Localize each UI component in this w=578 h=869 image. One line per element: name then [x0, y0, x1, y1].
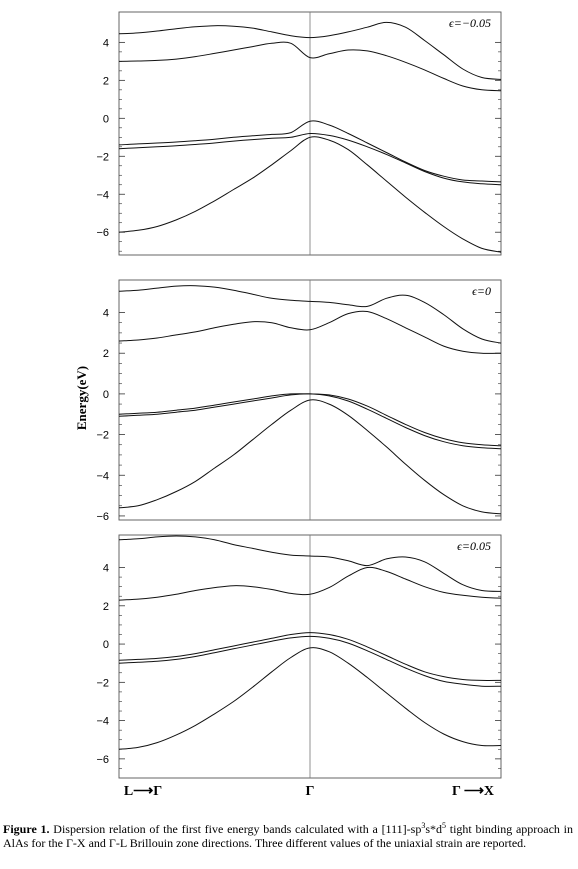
y-tick-label: 2: [103, 601, 109, 613]
y-axis-label: Energy(eV): [74, 366, 89, 430]
strain-label: ϵ=−0.05: [449, 16, 491, 30]
band-1: [118, 399, 502, 515]
band-4: [118, 566, 502, 601]
caption-text-3: tight binding approach in AlAs for the Γ…: [3, 822, 574, 850]
strain-label: ϵ=0.05: [457, 539, 491, 553]
band-2: [118, 635, 502, 687]
band-3: [118, 632, 502, 681]
panel-2: 4 2 0 −2 −4 −6 ϵ=0: [96, 279, 502, 523]
y-tick-label: 4: [103, 563, 109, 575]
band-structure-figure: 4 2 0 −2 −4 −6 ϵ=−0.05 4 2 0 −2 −4 −6 ϵ=0 4 2 0 −2 −4 −6 ϵ=0…: [74, 11, 502, 799]
y-tick-label: 4: [103, 37, 109, 49]
band-1: [118, 647, 502, 750]
caption-text-2: s*d: [425, 822, 443, 836]
y-tick-label: −4: [96, 470, 109, 482]
y-tick-label: 0: [103, 113, 109, 125]
band-1: [118, 136, 502, 253]
y-tick-label: 0: [103, 389, 109, 401]
caption-label: Figure 1.: [3, 822, 50, 836]
y-tick-label: −2: [96, 430, 109, 442]
y-tick-label: −6: [96, 511, 109, 523]
panel-1: 4 2 0 −2 −4 −6 ϵ=−0.05: [96, 11, 502, 256]
band-4: [118, 310, 502, 354]
caption-sup-2: 5: [442, 821, 447, 830]
band-3: [118, 120, 502, 183]
y-tick-label: −2: [96, 151, 109, 163]
band-3: [118, 393, 502, 447]
y-tick-label: −6: [96, 754, 109, 766]
band-structure-svg: 4 2 0 −2 −4 −6 ϵ=−0.05 4 2 0 −2 −4 −6 ϵ=0 4 2 0 −2 −4 −6 ϵ=0…: [74, 11, 502, 799]
y-tick-label: −4: [96, 716, 109, 728]
x-tick-label: Γ: [306, 784, 315, 799]
caption-text-1: Dispersion relation of the first five en…: [49, 822, 422, 836]
caption-sup-1: 3: [421, 821, 426, 830]
figure-caption: Figure 1. Dispersion relation of the fir…: [3, 821, 574, 851]
panel-3: 4 2 0 −2 −4 −6 ϵ=0.05: [96, 534, 502, 779]
band-2: [118, 132, 502, 186]
x-tick-label: L⟶Γ: [124, 784, 162, 799]
band-5: [118, 21, 502, 80]
y-tick-label: −4: [96, 189, 109, 201]
strain-label: ϵ=0: [472, 284, 491, 298]
band-4: [118, 41, 502, 92]
y-tick-label: 4: [103, 308, 109, 320]
y-tick-label: 2: [103, 348, 109, 360]
y-tick-label: −2: [96, 677, 109, 689]
band-5: [118, 535, 502, 592]
band-5: [118, 285, 502, 344]
y-tick-label: 2: [103, 75, 109, 87]
y-tick-label: 0: [103, 639, 109, 651]
y-tick-label: −6: [96, 227, 109, 239]
x-tick-label: Γ ⟶X: [452, 784, 494, 799]
